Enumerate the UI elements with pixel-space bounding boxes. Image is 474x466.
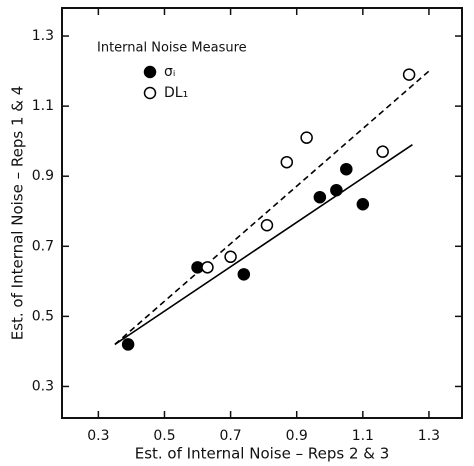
data-point	[280, 155, 294, 169]
legend-label: DL₁	[164, 85, 188, 101]
data-point	[237, 268, 251, 281]
x-tick-label: 0.5	[153, 428, 175, 444]
fit-line	[114, 144, 413, 346]
data-point	[300, 131, 313, 144]
data-point	[260, 219, 274, 232]
x-tick-label: 1.3	[418, 428, 440, 444]
legend-marker	[143, 86, 157, 100]
y-axis-label: Est. of Internal Noise – Reps 1 & 4	[9, 86, 27, 341]
data-point	[330, 183, 343, 197]
legend-marker	[143, 65, 157, 79]
x-tick-label: 0.3	[87, 428, 109, 444]
y-tick-label: 0.7	[32, 238, 54, 254]
y-tick-label: 0.5	[32, 308, 54, 324]
legend-label: σᵢ	[164, 64, 175, 80]
data-point	[313, 190, 327, 204]
data-point	[121, 338, 135, 351]
x-tick-label: 0.9	[286, 428, 308, 444]
data-point	[376, 145, 389, 158]
x-tick-label: 1.1	[352, 428, 374, 444]
plot-frame	[61, 7, 463, 419]
data-point	[224, 250, 237, 264]
y-tick-label: 0.9	[32, 168, 54, 184]
y-tick-label: 1.1	[32, 98, 54, 114]
x-tick-label: 0.7	[219, 428, 241, 444]
x-axis-label: Est. of Internal Noise – Reps 2 & 3	[135, 445, 390, 463]
y-tick-label: 0.3	[32, 378, 54, 394]
data-point	[356, 197, 370, 211]
legend-title: Internal Noise Measure	[97, 41, 247, 56]
data-point	[340, 162, 353, 176]
y-tick-label: 1.3	[32, 28, 54, 44]
fit-line	[114, 70, 430, 346]
data-point	[402, 68, 416, 81]
data-point	[201, 261, 214, 274]
